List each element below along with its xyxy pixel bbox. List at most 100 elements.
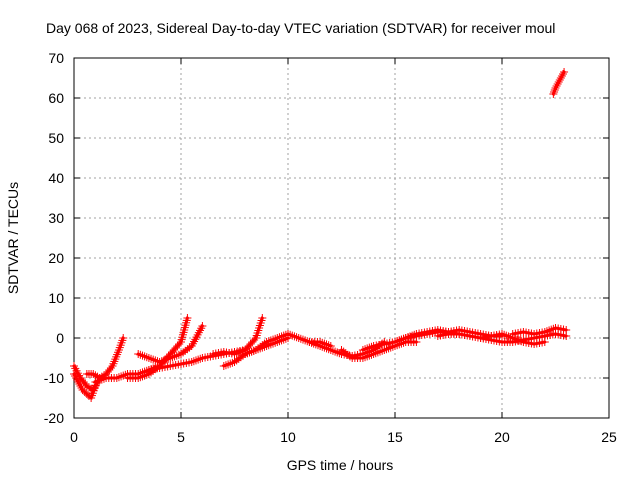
grid bbox=[74, 58, 609, 418]
data-point-cluster bbox=[211, 348, 226, 358]
data-point bbox=[91, 378, 100, 386]
data-point-cluster bbox=[126, 374, 140, 382]
x-tick-label: 5 bbox=[177, 429, 185, 445]
plot-frame bbox=[73, 57, 610, 419]
data-point-cluster bbox=[286, 330, 301, 342]
data-point-cluster bbox=[93, 374, 108, 386]
data-point-cluster bbox=[75, 380, 86, 392]
data-point-cluster bbox=[361, 342, 376, 354]
data-point-cluster bbox=[147, 364, 161, 374]
data-point-cluster bbox=[350, 354, 365, 362]
data-point bbox=[284, 330, 292, 338]
y-tick-label: 10 bbox=[48, 290, 64, 306]
data-point-cluster bbox=[115, 336, 127, 352]
data-point bbox=[294, 334, 303, 342]
data-point-cluster bbox=[104, 374, 119, 382]
data-point-cluster bbox=[554, 78, 563, 86]
data-point-cluster bbox=[532, 328, 547, 338]
data-point bbox=[251, 346, 260, 354]
data-point-cluster bbox=[157, 354, 173, 366]
data-point bbox=[560, 68, 569, 76]
data-point bbox=[241, 350, 250, 358]
data-point-cluster bbox=[542, 324, 558, 336]
data-point bbox=[316, 342, 325, 350]
y-tick-label: 20 bbox=[48, 250, 64, 266]
y-tick-label: 0 bbox=[56, 330, 64, 346]
data-point-cluster bbox=[252, 316, 266, 340]
data-point-cluster bbox=[500, 330, 515, 342]
data-point-cluster bbox=[177, 316, 191, 344]
series-arc-q bbox=[508, 324, 571, 338]
data-point-cluster bbox=[103, 364, 115, 376]
x-tick-label: 20 bbox=[494, 429, 510, 445]
data-point-cluster bbox=[500, 338, 515, 346]
data-point-cluster bbox=[307, 338, 322, 350]
data-point-cluster bbox=[371, 346, 387, 358]
data-point-cluster bbox=[179, 358, 194, 368]
data-point bbox=[166, 354, 175, 362]
x-tick-label: 25 bbox=[601, 429, 617, 445]
data-point bbox=[553, 80, 562, 88]
y-tick-label: 50 bbox=[48, 130, 64, 146]
x-axis-label: GPS time / hours bbox=[287, 457, 394, 473]
data-point bbox=[144, 354, 153, 362]
data-point-cluster bbox=[168, 350, 183, 362]
data-point-cluster bbox=[550, 86, 559, 96]
data-point bbox=[555, 76, 564, 84]
data-point bbox=[262, 338, 271, 346]
data-point bbox=[551, 84, 560, 92]
data-point-cluster bbox=[554, 324, 568, 334]
data-point-cluster bbox=[382, 342, 397, 354]
x-tick-label: 0 bbox=[70, 429, 78, 445]
y-tick-label: -20 bbox=[44, 410, 64, 426]
series-arc-h bbox=[209, 314, 267, 358]
data-point-cluster bbox=[489, 336, 504, 346]
data-point bbox=[391, 338, 399, 346]
data-point bbox=[549, 90, 558, 98]
data-point bbox=[230, 358, 239, 366]
x-tick-label: 15 bbox=[387, 429, 403, 445]
data-point-cluster bbox=[168, 360, 183, 370]
data-point-cluster bbox=[189, 354, 205, 366]
data-point-cluster bbox=[558, 70, 567, 78]
series-arc-f bbox=[134, 322, 207, 366]
data-point-cluster bbox=[339, 347, 355, 361]
data-point-cluster bbox=[136, 350, 151, 362]
data-point-cluster bbox=[87, 384, 99, 400]
data-point-cluster bbox=[328, 346, 344, 358]
y-tick-label: 30 bbox=[48, 210, 64, 226]
series-arc-c bbox=[82, 334, 128, 382]
data-point-cluster bbox=[232, 351, 248, 365]
y-tick-label: 40 bbox=[48, 170, 64, 186]
data-point-cluster bbox=[222, 348, 236, 358]
data-point-cluster bbox=[136, 370, 151, 382]
data-point-cluster bbox=[242, 336, 259, 352]
data-point bbox=[326, 346, 335, 354]
data-point bbox=[305, 338, 314, 346]
data-point bbox=[219, 362, 228, 370]
data-point-cluster bbox=[511, 336, 525, 346]
data-point-cluster bbox=[221, 358, 237, 370]
data-point-cluster bbox=[457, 330, 472, 340]
data-point-cluster bbox=[479, 334, 493, 344]
data-point bbox=[82, 390, 91, 398]
data-point-cluster bbox=[114, 370, 130, 382]
data-point bbox=[557, 72, 566, 80]
data-point-cluster bbox=[243, 346, 258, 358]
data-series bbox=[70, 68, 571, 402]
data-point-cluster bbox=[84, 370, 96, 378]
data-point-cluster bbox=[264, 334, 280, 346]
x-tick-label: 10 bbox=[280, 429, 296, 445]
chart-title: Day 068 of 2023, Sidereal Day-to-day VTE… bbox=[46, 20, 555, 36]
data-point bbox=[134, 350, 143, 358]
data-point bbox=[74, 378, 83, 386]
data-point-cluster bbox=[254, 339, 269, 353]
y-tick-label: -10 bbox=[44, 370, 64, 386]
data-point bbox=[78, 386, 87, 394]
data-point-cluster bbox=[403, 330, 419, 342]
series-arc-j bbox=[241, 330, 335, 358]
data-point-cluster bbox=[179, 343, 194, 357]
axis-ticks: 0 5 10 15 20 25 -20 -10 0 10 20 30 40 50 60 70 bbox=[44, 50, 617, 445]
y-tick-label: 70 bbox=[48, 50, 64, 66]
data-point-cluster bbox=[318, 342, 333, 354]
